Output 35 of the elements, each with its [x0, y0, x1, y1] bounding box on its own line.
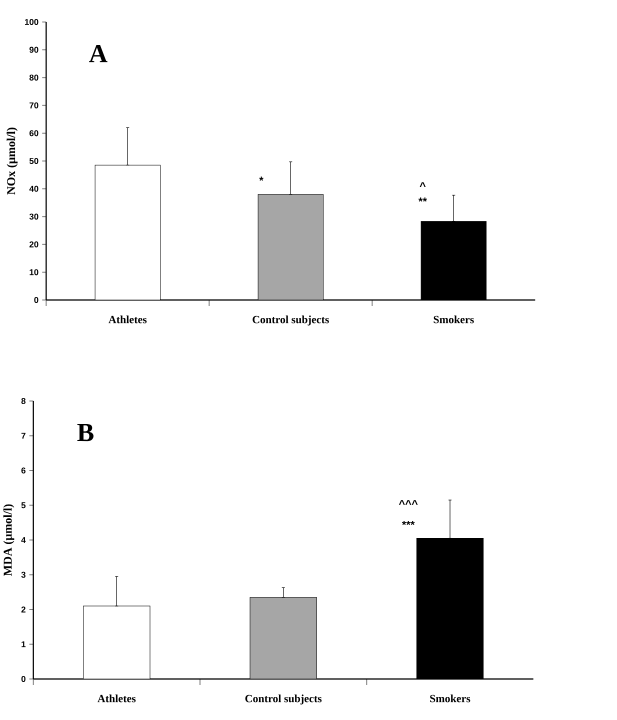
y-axis-title: MDA (μmol/l) — [3, 504, 14, 576]
y-tick-label: 5 — [22, 502, 26, 508]
y-tick-label: 20 — [30, 241, 38, 248]
y-tick-label: 3 — [21, 572, 26, 578]
y-tick-label: 90 — [30, 46, 38, 53]
y-tick-label: 60 — [30, 130, 38, 136]
x-tick-label: Control subjects — [252, 316, 330, 326]
y-tick-label: 100 — [25, 18, 38, 25]
annotation: *** — [402, 520, 415, 526]
y-tick-label: 40 — [29, 186, 38, 192]
x-tick-label: Control subjects — [245, 694, 322, 704]
y-axis-title: NOx (μmol/l) — [6, 128, 18, 195]
y-tick-label: 10 — [30, 269, 38, 276]
annotation: A — [89, 44, 108, 62]
x-tick-label: Smokers — [434, 316, 474, 324]
y-tick-label: 0 — [22, 676, 26, 682]
annotation: B — [77, 424, 94, 442]
y-tick-label: 50 — [30, 158, 38, 164]
y-tick-label: 1 — [22, 641, 26, 648]
x-tick-label: Athletes — [98, 694, 136, 702]
y-tick-label: 0 — [34, 296, 38, 303]
y-tick-label: 80 — [30, 74, 38, 81]
y-tick-label: 70 — [30, 102, 38, 108]
annotation: ^ — [420, 182, 426, 188]
y-tick-label: 4 — [21, 537, 26, 543]
annotation: ** — [418, 198, 428, 202]
y-tick-label: 6 — [22, 468, 26, 474]
x-tick-label: Athletes — [108, 316, 147, 324]
y-tick-label: 2 — [22, 606, 26, 612]
annotation: * — [259, 176, 264, 181]
y-tick-label: 8 — [22, 398, 26, 404]
x-tick-label: Smokers — [430, 694, 470, 702]
y-tick-label: 30 — [30, 214, 38, 220]
y-tick-label: 7 — [22, 432, 26, 439]
annotation: ^^^ — [399, 500, 418, 505]
